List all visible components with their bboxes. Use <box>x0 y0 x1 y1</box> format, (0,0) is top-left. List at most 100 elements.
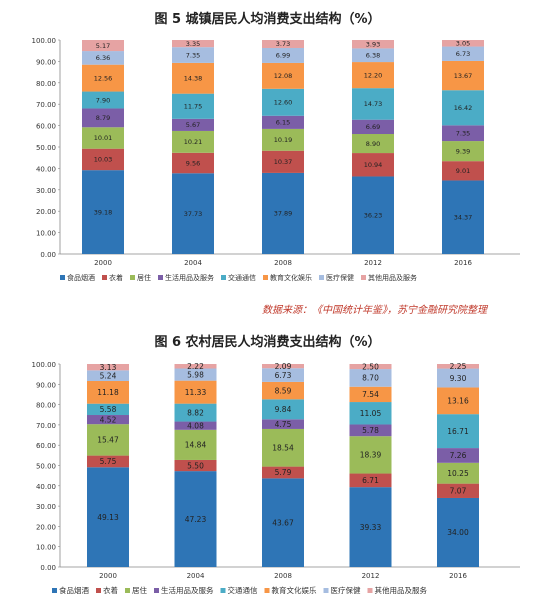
data-label: 11.05 <box>360 409 382 418</box>
data-label: 3.05 <box>456 40 470 48</box>
bar-segment <box>262 128 304 151</box>
y-tick-label: 10.00 <box>36 544 56 552</box>
y-tick-label: 60.00 <box>36 442 56 450</box>
bar-segment <box>87 370 129 381</box>
bar-segment <box>352 119 394 135</box>
legend-entry: 居住 <box>137 273 151 282</box>
bar-segment <box>262 47 304 63</box>
data-label: 7.54 <box>362 390 379 399</box>
bar-segment <box>262 466 304 479</box>
legend-entry: 教育文化娱乐 <box>272 585 317 595</box>
data-label: 3.93 <box>366 40 380 48</box>
legend-swatch <box>361 275 366 280</box>
bar-segment <box>87 364 129 371</box>
data-label: 5.75 <box>100 457 117 466</box>
legend-swatch <box>158 275 163 280</box>
data-label: 13.16 <box>447 397 469 406</box>
y-tick-label: 0.00 <box>40 251 56 259</box>
legend-swatch <box>263 275 268 280</box>
chart-title-urban: 图 5 城镇居民人均消费支出结构（%） <box>154 12 381 27</box>
bar-segment <box>174 368 217 381</box>
legend-swatch <box>264 588 270 593</box>
data-label: 6.38 <box>366 51 380 59</box>
data-label: 9.39 <box>456 147 470 155</box>
x-tick-label: 2004 <box>184 259 202 267</box>
bar-segment <box>262 419 304 429</box>
legend-entry: 生活用品及服务 <box>165 273 214 282</box>
bar-segment <box>174 380 217 404</box>
legend-swatch <box>52 588 57 593</box>
bar-segment <box>87 380 129 404</box>
bar-segment <box>442 141 484 162</box>
data-label: 8.59 <box>275 386 292 395</box>
y-tick-label: 40.00 <box>36 165 56 173</box>
bar-segment <box>82 170 124 254</box>
data-label: 4.52 <box>100 415 117 424</box>
legend-entry: 医疗保健 <box>326 273 354 282</box>
data-label: 5.58 <box>100 405 117 414</box>
data-label: 39.18 <box>94 208 113 216</box>
y-tick-label: 50.00 <box>36 463 56 471</box>
bar-segment <box>437 448 479 463</box>
data-label: 11.75 <box>184 102 203 110</box>
data-label: 9.56 <box>186 159 200 167</box>
x-tick-label: 2016 <box>454 259 472 267</box>
legend-swatch <box>323 588 329 593</box>
bar-segment <box>262 478 304 567</box>
data-label: 34.37 <box>454 213 473 221</box>
bar-segment <box>437 387 479 415</box>
data-label: 5.79 <box>275 468 292 477</box>
bar-segment <box>352 88 394 120</box>
data-label: 37.73 <box>184 210 203 218</box>
data-label: 36.23 <box>364 211 383 219</box>
bar-segment <box>174 421 217 430</box>
legend-swatch <box>125 588 130 593</box>
x-tick-label: 2012 <box>362 572 380 580</box>
x-tick-label: 2000 <box>94 259 112 267</box>
data-label: 6.73 <box>456 50 470 58</box>
bar-segment <box>172 173 214 254</box>
bar-segment <box>82 108 124 128</box>
data-label: 16.71 <box>447 427 469 436</box>
bar-segment <box>349 364 392 370</box>
data-label: 13.67 <box>454 72 473 80</box>
data-label: 9.84 <box>275 405 292 414</box>
data-label: 5.78 <box>362 426 379 435</box>
data-label: 18.54 <box>272 444 294 453</box>
data-label: 11.18 <box>97 388 119 397</box>
legend-entry: 食品烟酒 <box>67 273 95 282</box>
y-tick-label: 20.00 <box>36 523 56 531</box>
data-label: 10.21 <box>184 138 203 146</box>
legend-swatch <box>130 275 135 280</box>
bar-segment <box>349 369 392 387</box>
bar-segment <box>174 459 217 472</box>
bar-segment <box>349 386 392 403</box>
bar-segment <box>437 364 479 369</box>
bar-segment <box>172 152 214 174</box>
bar-segment <box>82 40 124 52</box>
x-tick-label: 2008 <box>274 572 292 580</box>
legend-entry: 衣着 <box>109 273 123 282</box>
data-label: 7.90 <box>96 96 110 104</box>
data-label: 9.30 <box>450 374 467 383</box>
bar-segment <box>87 467 129 567</box>
data-label: 43.67 <box>272 518 294 527</box>
bar-segment <box>172 62 214 94</box>
bar-segment <box>87 403 129 416</box>
data-label: 15.47 <box>97 436 119 445</box>
legend-swatch <box>220 588 226 593</box>
legend-swatch <box>96 588 101 593</box>
data-label: 2.50 <box>362 362 379 371</box>
bar-segment <box>349 473 392 488</box>
x-tick-label: 2000 <box>99 572 117 580</box>
legend-swatch <box>221 275 226 280</box>
bar-segment <box>172 40 214 48</box>
bar-segment <box>437 462 479 484</box>
data-label: 8.70 <box>362 374 379 383</box>
data-label: 6.69 <box>366 123 380 131</box>
data-label: 6.15 <box>276 119 290 127</box>
bar-segment <box>437 483 479 498</box>
data-label: 6.36 <box>96 54 110 62</box>
bar-segment <box>174 403 217 422</box>
